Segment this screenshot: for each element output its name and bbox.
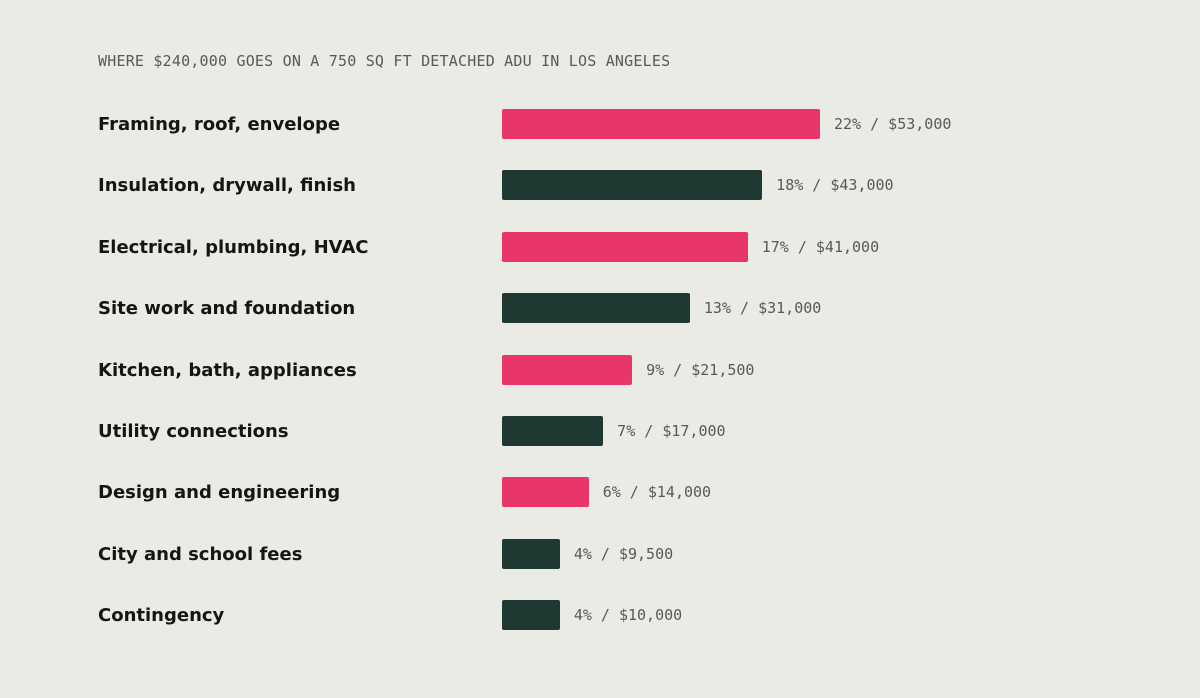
category-label: Contingency bbox=[98, 605, 225, 627]
value-label: 9% / $21,500 bbox=[646, 360, 755, 379]
category-label: Utility connections bbox=[98, 421, 289, 442]
bar bbox=[502, 354, 633, 385]
value-label: 4% / $10,000 bbox=[573, 606, 683, 625]
bar bbox=[502, 600, 560, 631]
value-label: 6% / $14,000 bbox=[602, 483, 712, 502]
bar-row: City and school fees 4% / $9,500 bbox=[0, 524, 1200, 585]
bar-row: Framing, roof, envelope 22% / $53,000 bbox=[0, 94, 1200, 155]
bar-row: Electrical, plumbing, HVAC 17% / $41,000 bbox=[0, 217, 1200, 278]
bar bbox=[502, 416, 604, 446]
bar bbox=[502, 231, 748, 262]
value-label: 4% / $9,500 bbox=[573, 544, 674, 563]
value-label: 7% / $17,000 bbox=[617, 422, 726, 440]
value-label: 22% / $53,000 bbox=[834, 115, 952, 133]
value-label: 18% / $43,000 bbox=[776, 176, 894, 195]
bar-row: Design and engineering 6% / $14,000 bbox=[0, 462, 1200, 523]
value-label: 13% / $31,000 bbox=[703, 299, 822, 318]
bar-row: Site work and foundation 13% / $31,000 bbox=[0, 278, 1200, 339]
bar bbox=[502, 477, 589, 508]
bar bbox=[502, 170, 763, 201]
bar-row: Contingency 4% / $10,000 bbox=[0, 585, 1200, 646]
bar-row: Insulation, drywall, finish 18% / $43,000 bbox=[0, 155, 1200, 216]
bar bbox=[502, 293, 690, 324]
value-label: 17% / $41,000 bbox=[761, 237, 880, 256]
category-label: Electrical, plumbing, HVAC bbox=[98, 236, 369, 258]
bar-row: Kitchen, bath, appliances 9% / $21,500 bbox=[0, 340, 1200, 401]
chart-title: WHERE $240,000 GOES ON A 750 SQ FT DETAC… bbox=[98, 52, 671, 70]
category-label: Design and engineering bbox=[98, 482, 341, 504]
bar-row: Utility connections 7% / $17,000 bbox=[0, 401, 1200, 462]
bar bbox=[502, 109, 820, 139]
category-label: Site work and foundation bbox=[98, 298, 356, 320]
category-label: Kitchen, bath, appliances bbox=[98, 359, 357, 381]
bar bbox=[502, 538, 560, 569]
category-label: Framing, roof, envelope bbox=[98, 114, 341, 135]
category-label: City and school fees bbox=[98, 543, 303, 565]
category-label: Insulation, drywall, finish bbox=[98, 175, 356, 197]
